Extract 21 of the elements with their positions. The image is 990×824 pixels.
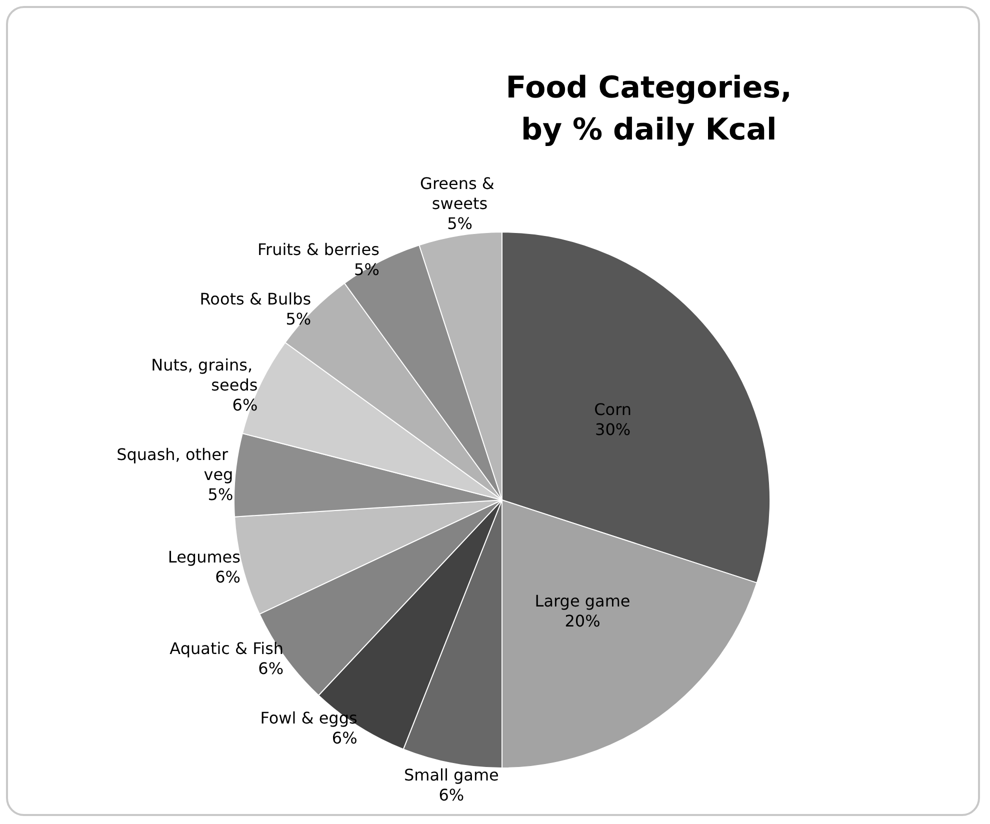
data-label: 30% [595,420,631,439]
slice-label: Fruits & berries [257,240,380,259]
chart-title: Food Categories, by % daily Kcal [506,70,792,148]
data-label: 6% [258,659,284,678]
slice-label: Large game [534,591,630,610]
slice-label: Greens & sweets [420,174,500,213]
data-label: 5% [208,485,234,504]
slice-label: Small game [404,766,499,785]
data-label: 5% [447,214,472,233]
data-label: 6% [215,568,240,587]
slice-label: Squash, other veg [116,445,234,484]
data-label: 6% [438,786,464,805]
data-label: 5% [286,310,312,329]
slice-label: Legumes [168,548,240,567]
data-label: 20% [564,611,600,630]
slice-label: Corn [594,400,632,419]
slice-label: Roots & Bulbs [200,290,312,309]
data-label: 6% [332,728,358,748]
slice-label: Nuts, grains, seeds [151,356,258,395]
slice-label: Aquatic & Fish [170,639,284,658]
data-label: 6% [232,396,258,415]
